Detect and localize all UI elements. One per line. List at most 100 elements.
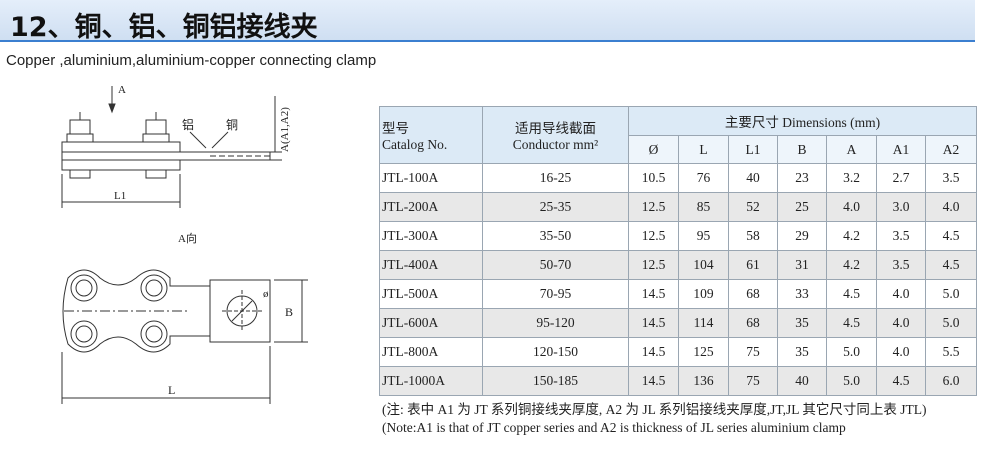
dim-cell: 4.0 <box>876 337 926 367</box>
diameter-label: ø <box>263 288 269 300</box>
dim-col-header: L <box>678 135 729 164</box>
table-body: JTL-100A 16-25 10.5 76 40 23 3.2 2.7 3.5 JTL-200A… <box>379 163 977 396</box>
table-row: JTL-400A 50-70 12.5 104 61 31 4.2 3.5 4.5 <box>379 250 977 280</box>
conductor-header-cn: 适用导线截面 <box>515 121 596 136</box>
dim-cell: 4.0 <box>826 192 877 222</box>
dimensions-header: 主要尺寸 Dimensions (mm) <box>628 106 977 136</box>
dim-cell: 14.5 <box>628 279 679 309</box>
table-row: JTL-600A 95-120 14.5 114 68 35 4.5 4.0 5.0 <box>379 308 977 338</box>
conductor-cell: 120-150 <box>482 337 629 367</box>
dim-cell: 2.7 <box>876 163 926 193</box>
dimensions-table: 型号 Catalog No. 适用导线截面 Conductor mm² 主要尺寸… <box>379 106 977 396</box>
note-en: (Note:A1 is that of JT copper series and… <box>382 420 846 435</box>
dim-cell: 40 <box>777 366 827 396</box>
dim-cell: 76 <box>678 163 729 193</box>
dim-cell: 3.5 <box>876 221 926 251</box>
dim-col-header: A <box>826 135 877 164</box>
copper-label: 铜 <box>226 117 238 132</box>
conductor-cell: 25-35 <box>482 192 629 222</box>
dim-cell: 3.5 <box>876 250 926 280</box>
catalog-cell: JTL-600A <box>379 308 483 338</box>
dim-cell: 114 <box>678 308 729 338</box>
top-view <box>61 269 308 404</box>
dim-cell: 95 <box>678 221 729 251</box>
conductor-cell: 35-50 <box>482 221 629 251</box>
dim-cell: 61 <box>728 250 778 280</box>
dim-cell: 4.5 <box>925 221 977 251</box>
dim-cell: 75 <box>728 366 778 396</box>
dim-cell: 12.5 <box>628 192 679 222</box>
dim-cell: 25 <box>777 192 827 222</box>
dim-col-header: Ø <box>628 135 679 164</box>
dim-col-header: A2 <box>925 135 977 164</box>
dim-cell: 5.0 <box>925 279 977 309</box>
dim-cell: 136 <box>678 366 729 396</box>
catalog-cell: JTL-800A <box>379 337 483 367</box>
catalog-cell: JTL-400A <box>379 250 483 280</box>
dim-cell: 4.2 <box>826 250 877 280</box>
conductor-cell: 70-95 <box>482 279 629 309</box>
dim-col-header: L1 <box>728 135 778 164</box>
dim-cell: 5.5 <box>925 337 977 367</box>
view-label: A向 <box>178 231 197 245</box>
dim-cell: 35 <box>777 337 827 367</box>
dim-cell: 35 <box>777 308 827 338</box>
arrow-label: A <box>118 84 126 96</box>
catalog-cell: JTL-300A <box>379 221 483 251</box>
dim-cell: 125 <box>678 337 729 367</box>
catalog-cell: JTL-1000A <box>379 366 483 396</box>
note-cn: (注: 表中 A1 为 JT 系列铜接线夹厚度, A2 为 JL 系列铝接线夹厚… <box>382 402 927 417</box>
dim-cell: 68 <box>728 279 778 309</box>
table-row: JTL-300A 35-50 12.5 95 58 29 4.2 3.5 4.5 <box>379 221 977 251</box>
catalog-header: 型号 Catalog No. <box>379 106 483 164</box>
dim-col-header: A1 <box>876 135 926 164</box>
conductor-cell: 16-25 <box>482 163 629 193</box>
page-title: 12、铜、铝、铜铝接线夹 <box>10 12 318 43</box>
dim-cell: 109 <box>678 279 729 309</box>
table-row: JTL-500A 70-95 14.5 109 68 33 4.5 4.0 5.0 <box>379 279 977 309</box>
dim-cell: 4.0 <box>925 192 977 222</box>
clamp-drawing: A A(A1,A2) 铝 铜 L1 A向 ø B L <box>61 84 308 404</box>
page-subtitle: Copper ,aluminium,aluminium-copper conne… <box>6 52 377 69</box>
dim-cell: 4.5 <box>826 308 877 338</box>
catalog-cell: JTL-100A <box>379 163 483 193</box>
dim-cell: 23 <box>777 163 827 193</box>
dim-cell: 52 <box>728 192 778 222</box>
dim-cell: 3.0 <box>876 192 926 222</box>
dim-cell: 3.2 <box>826 163 877 193</box>
arrow-head-icon <box>108 103 116 114</box>
l1-label: L1 <box>114 190 126 202</box>
dim-cell: 14.5 <box>628 308 679 338</box>
dim-cell: 4.5 <box>876 366 926 396</box>
dim-cell: 14.5 <box>628 366 679 396</box>
header-bar: 12、铜、铝、铜铝接线夹 <box>0 0 975 43</box>
table-row: JTL-800A 120-150 14.5 125 75 35 5.0 4.0 5.5 <box>379 337 977 367</box>
conductor-header-en: Conductor mm² <box>512 137 599 152</box>
dim-cell: 4.2 <box>826 221 877 251</box>
dim-cell: 31 <box>777 250 827 280</box>
catalog-header-cn: 型号 <box>382 121 409 136</box>
dim-cell: 14.5 <box>628 337 679 367</box>
table-row: JTL-1000A 150-185 14.5 136 75 40 5.0 4.5 6.0 <box>379 366 977 396</box>
table-row: JTL-200A 25-35 12.5 85 52 25 4.0 3.0 4.0 <box>379 192 977 222</box>
dim-cell: 33 <box>777 279 827 309</box>
dim-cell: 12.5 <box>628 221 679 251</box>
dim-cell: 104 <box>678 250 729 280</box>
dim-cell: 10.5 <box>628 163 679 193</box>
dim-cell: 40 <box>728 163 778 193</box>
dim-cell: 4.5 <box>925 250 977 280</box>
b-label: B <box>285 305 293 319</box>
aluminium-label: 铝 <box>182 117 194 132</box>
dim-cell: 4.5 <box>826 279 877 309</box>
catalog-cell: JTL-500A <box>379 279 483 309</box>
dim-cell: 3.5 <box>925 163 977 193</box>
dim-cell: 29 <box>777 221 827 251</box>
l-label: L <box>168 383 175 397</box>
dim-cell: 4.0 <box>876 308 926 338</box>
height-label: A(A1,A2) <box>279 107 291 152</box>
conductor-header: 适用导线截面 Conductor mm² <box>482 106 629 164</box>
dim-cell: 4.0 <box>876 279 926 309</box>
dim-col-header: B <box>777 135 827 164</box>
conductor-cell: 95-120 <box>482 308 629 338</box>
dim-cell: 5.0 <box>826 337 877 367</box>
